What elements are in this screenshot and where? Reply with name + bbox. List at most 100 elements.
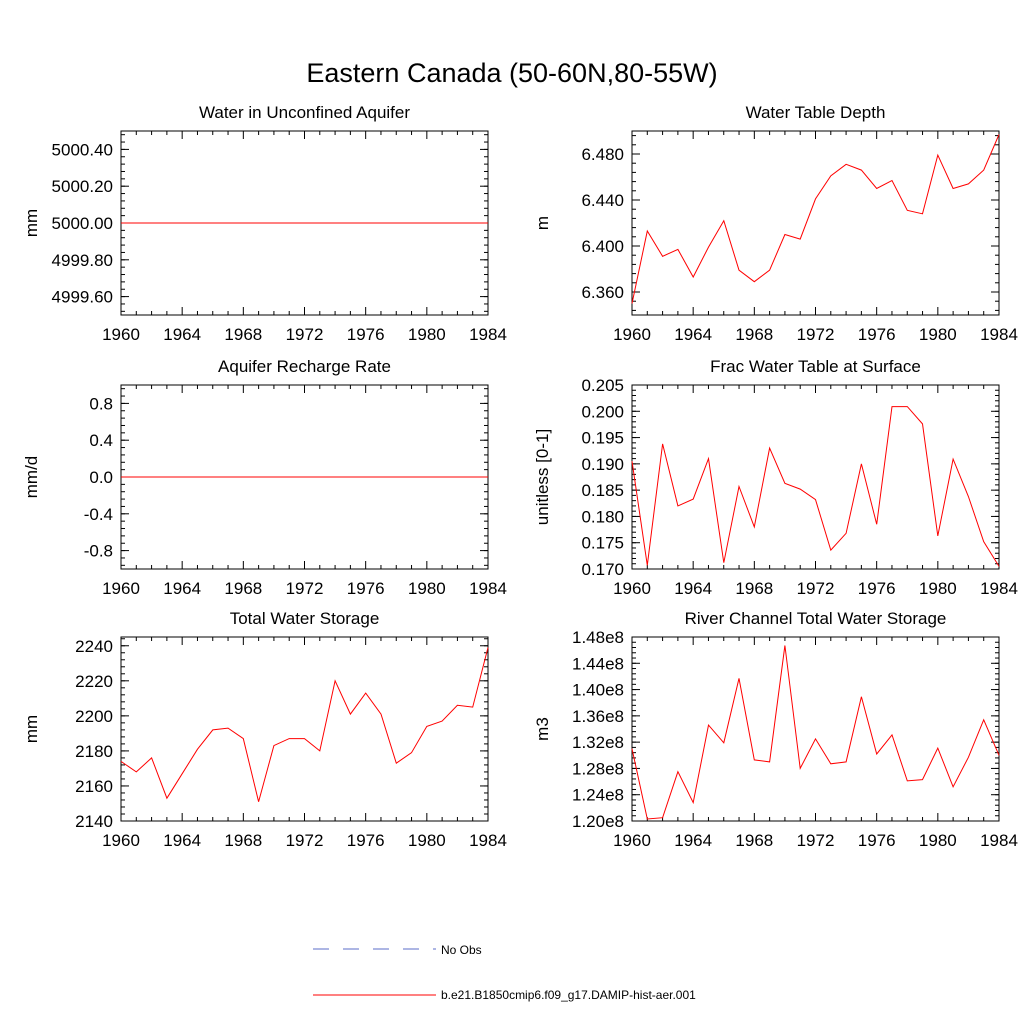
y-axis-label: mm [22, 715, 41, 743]
y-tick-label: 6.360 [581, 283, 624, 302]
x-tick-label: 1976 [858, 579, 896, 598]
x-tick-label: 1968 [735, 831, 773, 850]
y-axis-label: mm [22, 209, 41, 237]
y-tick-label: 0.200 [581, 402, 624, 421]
x-tick-label: 1968 [224, 579, 262, 598]
y-tick-label: 0.0 [89, 468, 113, 487]
x-tick-label: 1984 [469, 579, 507, 598]
y-tick-label: 1.20e8 [572, 812, 624, 831]
series-line [631, 406, 1000, 567]
y-tick-label: 4999.80 [52, 251, 113, 270]
y-tick-label: 0.185 [581, 481, 624, 500]
x-tick-label: 1980 [408, 325, 446, 344]
y-tick-label: 5000.20 [52, 177, 113, 196]
y-axis-label: m [533, 216, 552, 230]
y-tick-label: 0.205 [581, 376, 624, 395]
plot-frame [631, 130, 1000, 316]
y-tick-label: 0.4 [89, 431, 113, 450]
x-tick-label: 1976 [858, 325, 896, 344]
y-tick-label: 2240 [75, 637, 113, 656]
panel-2: Aquifer Recharge Rate mm/d 1960 1964 1968 197… [22, 357, 507, 598]
series-line [631, 645, 1000, 820]
x-tick-label: 1972 [286, 831, 324, 850]
x-tick-label: 1964 [163, 831, 201, 850]
x-tick-label: 1984 [469, 325, 507, 344]
x-tick-label: 1960 [613, 325, 651, 344]
x-tick-label: 1984 [980, 831, 1018, 850]
x-tick-label: 1964 [674, 831, 712, 850]
x-tick-label: 1960 [102, 831, 140, 850]
y-tick-label: 1.32e8 [572, 733, 624, 752]
y-axis-label: mm/d [22, 456, 41, 499]
y-tick-label: 0.8 [89, 394, 113, 413]
y-tick-label: 1.44e8 [572, 654, 624, 673]
y-tick-label: 0.175 [581, 534, 624, 553]
legend-label-model: b.e21.B1850cmip6.f09_g17.DAMIP-hist-aer.… [441, 988, 696, 1002]
plot-frame [631, 384, 1000, 570]
x-tick-label: 1976 [347, 831, 385, 850]
x-tick-label: 1980 [919, 579, 957, 598]
y-tick-label: 0.195 [581, 429, 624, 448]
y-tick-label: 5000.40 [52, 140, 113, 159]
y-tick-label: 4999.60 [52, 288, 113, 307]
y-axis-label: unitless [0-1] [533, 429, 552, 525]
y-tick-label: 1.28e8 [572, 759, 624, 778]
x-tick-label: 1960 [613, 579, 651, 598]
plot-frame [120, 636, 489, 822]
x-tick-label: 1964 [674, 579, 712, 598]
y-tick-label: 2160 [75, 777, 113, 796]
x-tick-label: 1976 [858, 831, 896, 850]
x-tick-label: 1972 [797, 325, 835, 344]
panel-3: Frac Water Table at Surface unitless [0-1… [533, 357, 1018, 598]
y-tick-label: -0.8 [84, 542, 113, 561]
panel-title: Water in Unconfined Aquifer [199, 103, 410, 122]
x-tick-label: 1964 [674, 325, 712, 344]
x-tick-label: 1972 [286, 325, 324, 344]
x-tick-label: 1972 [797, 831, 835, 850]
panel-title: Water Table Depth [746, 103, 886, 122]
y-tick-label: 6.400 [581, 237, 624, 256]
panel-4: Total Water Storage mm 1960 1964 1968 1972 197… [22, 609, 507, 850]
y-tick-label: 1.40e8 [572, 681, 624, 700]
x-tick-label: 1960 [102, 325, 140, 344]
panel-0: Water in Unconfined Aquifer mm 1960 1964 196… [22, 103, 507, 344]
y-tick-label: 2140 [75, 812, 113, 831]
panel-title: River Channel Total Water Storage [685, 609, 947, 628]
panel-title: Total Water Storage [230, 609, 380, 628]
y-tick-label: -0.4 [84, 505, 113, 524]
x-tick-label: 1976 [347, 579, 385, 598]
plot-frame [631, 636, 1000, 822]
x-tick-label: 1984 [469, 831, 507, 850]
y-tick-label: 5000.00 [52, 214, 113, 233]
y-tick-label: 0.180 [581, 507, 624, 526]
y-tick-label: 0.190 [581, 455, 624, 474]
y-tick-label: 2220 [75, 672, 113, 691]
y-tick-label: 6.440 [581, 191, 624, 210]
x-tick-label: 1968 [735, 579, 773, 598]
figure-title: Eastern Canada (50-60N,80-55W) [306, 58, 717, 88]
x-tick-label: 1972 [286, 579, 324, 598]
x-tick-label: 1968 [224, 831, 262, 850]
x-tick-label: 1964 [163, 325, 201, 344]
y-tick-label: 1.48e8 [572, 628, 624, 647]
x-tick-label: 1980 [919, 325, 957, 344]
panel-1: Water Table Depth m 1960 1964 1968 1972 1976 19… [533, 103, 1018, 344]
series-line [631, 134, 1000, 304]
x-tick-label: 1972 [797, 579, 835, 598]
y-tick-label: 2180 [75, 742, 113, 761]
y-tick-label: 0.170 [581, 560, 624, 579]
x-tick-label: 1960 [613, 831, 651, 850]
y-tick-label: 1.36e8 [572, 707, 624, 726]
x-tick-label: 1984 [980, 325, 1018, 344]
x-tick-label: 1980 [919, 831, 957, 850]
legend-label-no-obs: No Obs [441, 943, 482, 957]
y-tick-label: 6.480 [581, 145, 624, 164]
x-tick-label: 1960 [102, 579, 140, 598]
x-tick-label: 1976 [347, 325, 385, 344]
y-axis-label: m3 [533, 717, 552, 741]
x-tick-label: 1980 [408, 831, 446, 850]
panel-title: Frac Water Table at Surface [710, 357, 921, 376]
series-line [120, 647, 489, 802]
